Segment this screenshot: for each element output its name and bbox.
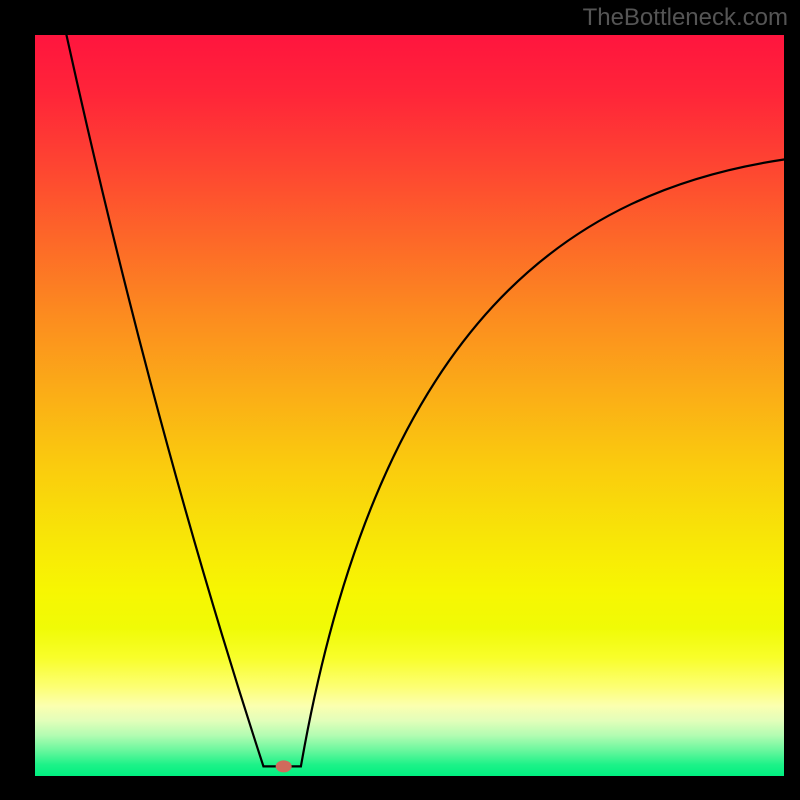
optimum-marker xyxy=(276,760,292,772)
bottleneck-curve-chart xyxy=(0,0,800,800)
gradient-background xyxy=(35,35,784,776)
watermark-text: TheBottleneck.com xyxy=(583,4,788,32)
chart-container: TheBottleneck.com xyxy=(0,0,800,800)
